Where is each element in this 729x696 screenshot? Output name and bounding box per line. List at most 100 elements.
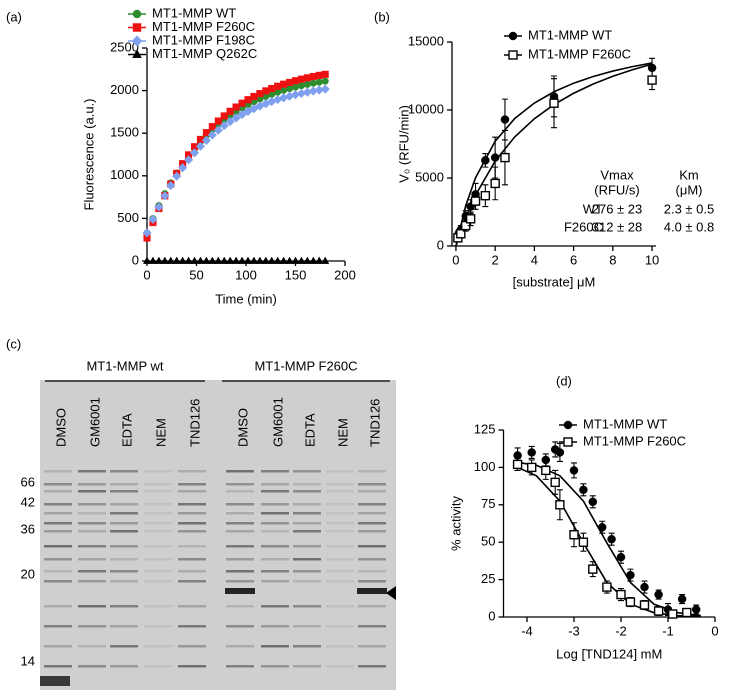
marker [201, 135, 212, 146]
gel-band [293, 512, 321, 515]
gel-band [178, 503, 206, 506]
gel-band [110, 545, 138, 548]
gel-band [293, 503, 321, 506]
gel-band [358, 558, 386, 561]
group-label: MT1-MMP wt [86, 358, 163, 373]
gel-band [261, 558, 289, 561]
gel-background [40, 380, 396, 690]
gel-band [226, 522, 254, 525]
gel-band [357, 588, 387, 594]
gel-band [78, 605, 106, 608]
gel-band [326, 470, 354, 473]
marker [154, 256, 163, 264]
gel-band [110, 530, 138, 533]
gel-band [178, 605, 206, 608]
gel-band [44, 665, 72, 668]
gel-band [44, 490, 72, 493]
x-tick-label: -4 [521, 623, 533, 638]
gel-band [44, 625, 72, 628]
legend-label: MT1-MMP F260C [152, 19, 255, 34]
marker [244, 96, 252, 104]
marker [142, 256, 152, 264]
marker [616, 589, 626, 600]
gel-band [226, 570, 254, 573]
gel-band [293, 645, 321, 648]
marker [232, 256, 241, 264]
marker [261, 256, 270, 264]
gel-band [178, 625, 206, 628]
marker [166, 180, 176, 191]
gel-band [78, 625, 106, 628]
gel-band [78, 570, 106, 573]
gel-band [326, 558, 354, 561]
gel-band [358, 503, 386, 506]
marker [578, 537, 589, 547]
gel-band [110, 522, 138, 525]
marker [214, 117, 222, 125]
gel-band [293, 530, 321, 533]
annotation: 276 ± 23 [592, 201, 643, 216]
gel-band [226, 483, 254, 486]
marker [321, 77, 329, 85]
x-tick-label: 2 [492, 252, 499, 267]
marker [616, 552, 626, 562]
x-tick-label: 0 [711, 623, 718, 638]
gel-band [358, 625, 386, 628]
x-axis-label: Log [TND124] mM [556, 646, 662, 661]
gel-band [144, 665, 172, 668]
annotation: WT [583, 201, 603, 216]
gel-band [144, 625, 172, 628]
y-tick-label: 2500 [110, 39, 139, 54]
y-tick-label: 10000 [408, 101, 444, 116]
marker [291, 77, 300, 85]
gel-band [178, 558, 206, 561]
marker [160, 191, 170, 201]
marker [274, 82, 282, 90]
marker [219, 121, 229, 131]
x-tick-label: 200 [334, 267, 356, 282]
gel-band [226, 530, 254, 533]
gel-band [358, 522, 386, 525]
mw-label: 42 [21, 494, 35, 509]
annotation: 2.3 ± 0.5 [664, 201, 715, 216]
gel-band [178, 530, 206, 533]
gel-band [178, 483, 206, 486]
gel-band [293, 490, 321, 493]
gel-band [110, 570, 138, 573]
marker [607, 534, 616, 544]
gel-band [358, 580, 386, 583]
gel-band [293, 580, 321, 583]
marker [625, 597, 636, 607]
gel-band [78, 503, 106, 506]
gel-band [110, 645, 138, 648]
gel-band [144, 645, 172, 648]
gel-band [226, 665, 254, 668]
gel-band [261, 490, 289, 493]
x-axis-label: [substrate] μM [513, 274, 596, 289]
gel-band [358, 570, 386, 573]
gel-band [261, 625, 289, 628]
gel-image [40, 380, 396, 690]
gel-band [261, 512, 289, 515]
marker [626, 570, 635, 580]
gel-band [44, 530, 72, 533]
marker [303, 80, 311, 88]
gel-band [78, 522, 106, 525]
lane-label: GM6001 [87, 397, 102, 447]
marker [132, 23, 142, 32]
gel-band [178, 490, 206, 493]
marker [303, 256, 312, 264]
marker [202, 256, 211, 264]
gel-band [293, 625, 321, 628]
gel-band [78, 545, 106, 548]
fit-curve [455, 62, 653, 247]
marker [268, 84, 276, 93]
marker [190, 256, 199, 264]
marker [527, 462, 537, 473]
gel-band [110, 605, 138, 608]
y-tick-label: 100 [474, 459, 496, 474]
x-tick-label: -3 [568, 623, 580, 638]
lane-label: NEM [335, 418, 350, 447]
gel-band [326, 570, 354, 573]
